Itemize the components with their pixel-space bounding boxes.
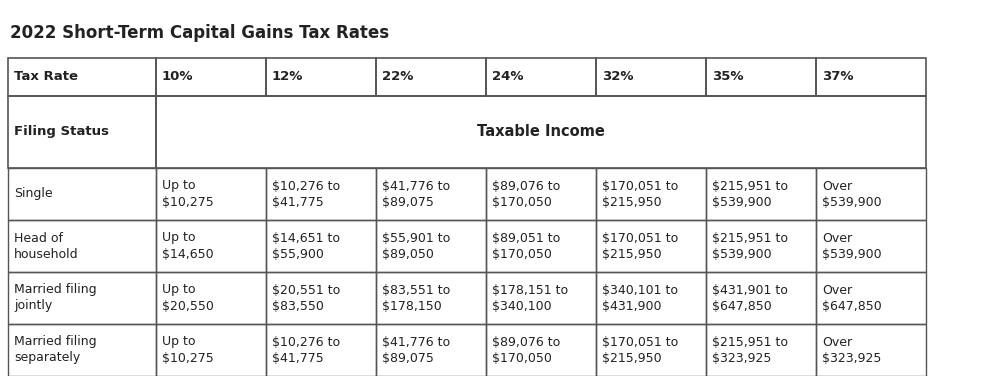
Text: Up to
$10,275: Up to $10,275 [162,335,214,364]
Bar [376,58,486,96]
Text: Head of
household: Head of household [14,232,79,261]
Bar [266,220,376,272]
Bar [156,324,266,376]
Text: 22%: 22% [382,71,413,83]
Text: Up to
$10,275: Up to $10,275 [162,179,214,209]
Bar [816,220,926,272]
Text: $83,551 to
$178,150: $83,551 to $178,150 [382,284,451,312]
Text: $89,051 to
$170,050: $89,051 to $170,050 [492,232,560,261]
Text: $55,901 to
$89,050: $55,901 to $89,050 [382,232,451,261]
Bar [266,324,376,376]
Text: $10,276 to
$41,775: $10,276 to $41,775 [272,179,340,209]
Text: $170,051 to
$215,950: $170,051 to $215,950 [602,179,678,209]
Bar [486,324,596,376]
Text: $89,076 to
$170,050: $89,076 to $170,050 [492,179,560,209]
Text: $41,776 to
$89,075: $41,776 to $89,075 [382,335,451,364]
Text: $215,951 to
$539,900: $215,951 to $539,900 [712,179,788,209]
Text: $41,776 to
$89,075: $41,776 to $89,075 [382,179,451,209]
Text: 37%: 37% [822,71,854,83]
Bar [156,220,266,272]
Text: Married filing
jointly: Married filing jointly [14,284,97,312]
Bar [266,272,376,324]
Bar [706,168,816,220]
Bar [376,272,486,324]
Text: Over
$539,900: Over $539,900 [822,179,882,209]
Text: Single: Single [14,188,52,200]
Bar [8,96,156,168]
Bar [156,96,926,168]
Text: 12%: 12% [272,71,303,83]
Bar [706,272,816,324]
Text: $170,051 to
$215,950: $170,051 to $215,950 [602,232,678,261]
Bar [266,58,376,96]
Bar [596,324,706,376]
Bar [486,220,596,272]
Text: $340,101 to
$431,900: $340,101 to $431,900 [602,284,678,312]
Text: Over
$539,900: Over $539,900 [822,232,882,261]
Bar [596,58,706,96]
Bar [376,324,486,376]
Text: $14,651 to
$55,900: $14,651 to $55,900 [272,232,340,261]
Bar [156,58,266,96]
Text: Up to
$14,650: Up to $14,650 [162,232,214,261]
Text: Tax Rate: Tax Rate [14,71,78,83]
Text: $89,076 to
$170,050: $89,076 to $170,050 [492,335,560,364]
Text: Taxable Income: Taxable Income [477,124,605,139]
Bar [486,58,596,96]
Text: Filing Status: Filing Status [14,126,109,138]
Bar [816,168,926,220]
Text: $20,551 to
$83,550: $20,551 to $83,550 [272,284,341,312]
Text: 35%: 35% [712,71,744,83]
Bar [8,58,156,96]
Text: Over
$323,925: Over $323,925 [822,335,881,364]
Bar [156,272,266,324]
Bar [266,168,376,220]
Bar [596,168,706,220]
Bar [8,272,156,324]
Bar [156,168,266,220]
Text: $10,276 to
$41,775: $10,276 to $41,775 [272,335,340,364]
Bar [706,220,816,272]
Bar [8,168,156,220]
Bar [486,272,596,324]
Bar [816,58,926,96]
Bar [376,220,486,272]
Text: $431,901 to
$647,850: $431,901 to $647,850 [712,284,788,312]
Bar [486,168,596,220]
Text: $215,951 to
$323,925: $215,951 to $323,925 [712,335,788,364]
Text: 24%: 24% [492,71,523,83]
Text: $170,051 to
$215,950: $170,051 to $215,950 [602,335,678,364]
Bar [8,324,156,376]
Text: Over
$647,850: Over $647,850 [822,284,882,312]
Bar [816,272,926,324]
Bar [596,220,706,272]
Bar [706,324,816,376]
Text: $215,951 to
$539,900: $215,951 to $539,900 [712,232,788,261]
Text: 2022 Short-Term Capital Gains Tax Rates: 2022 Short-Term Capital Gains Tax Rates [10,24,389,42]
Bar [816,324,926,376]
Bar [8,220,156,272]
Text: $178,151 to
$340,100: $178,151 to $340,100 [492,284,569,312]
Bar [706,58,816,96]
Text: Married filing
separately: Married filing separately [14,335,97,364]
Text: Up to
$20,550: Up to $20,550 [162,284,214,312]
Text: 10%: 10% [162,71,194,83]
Text: 32%: 32% [602,71,633,83]
Bar [376,168,486,220]
Bar [596,272,706,324]
